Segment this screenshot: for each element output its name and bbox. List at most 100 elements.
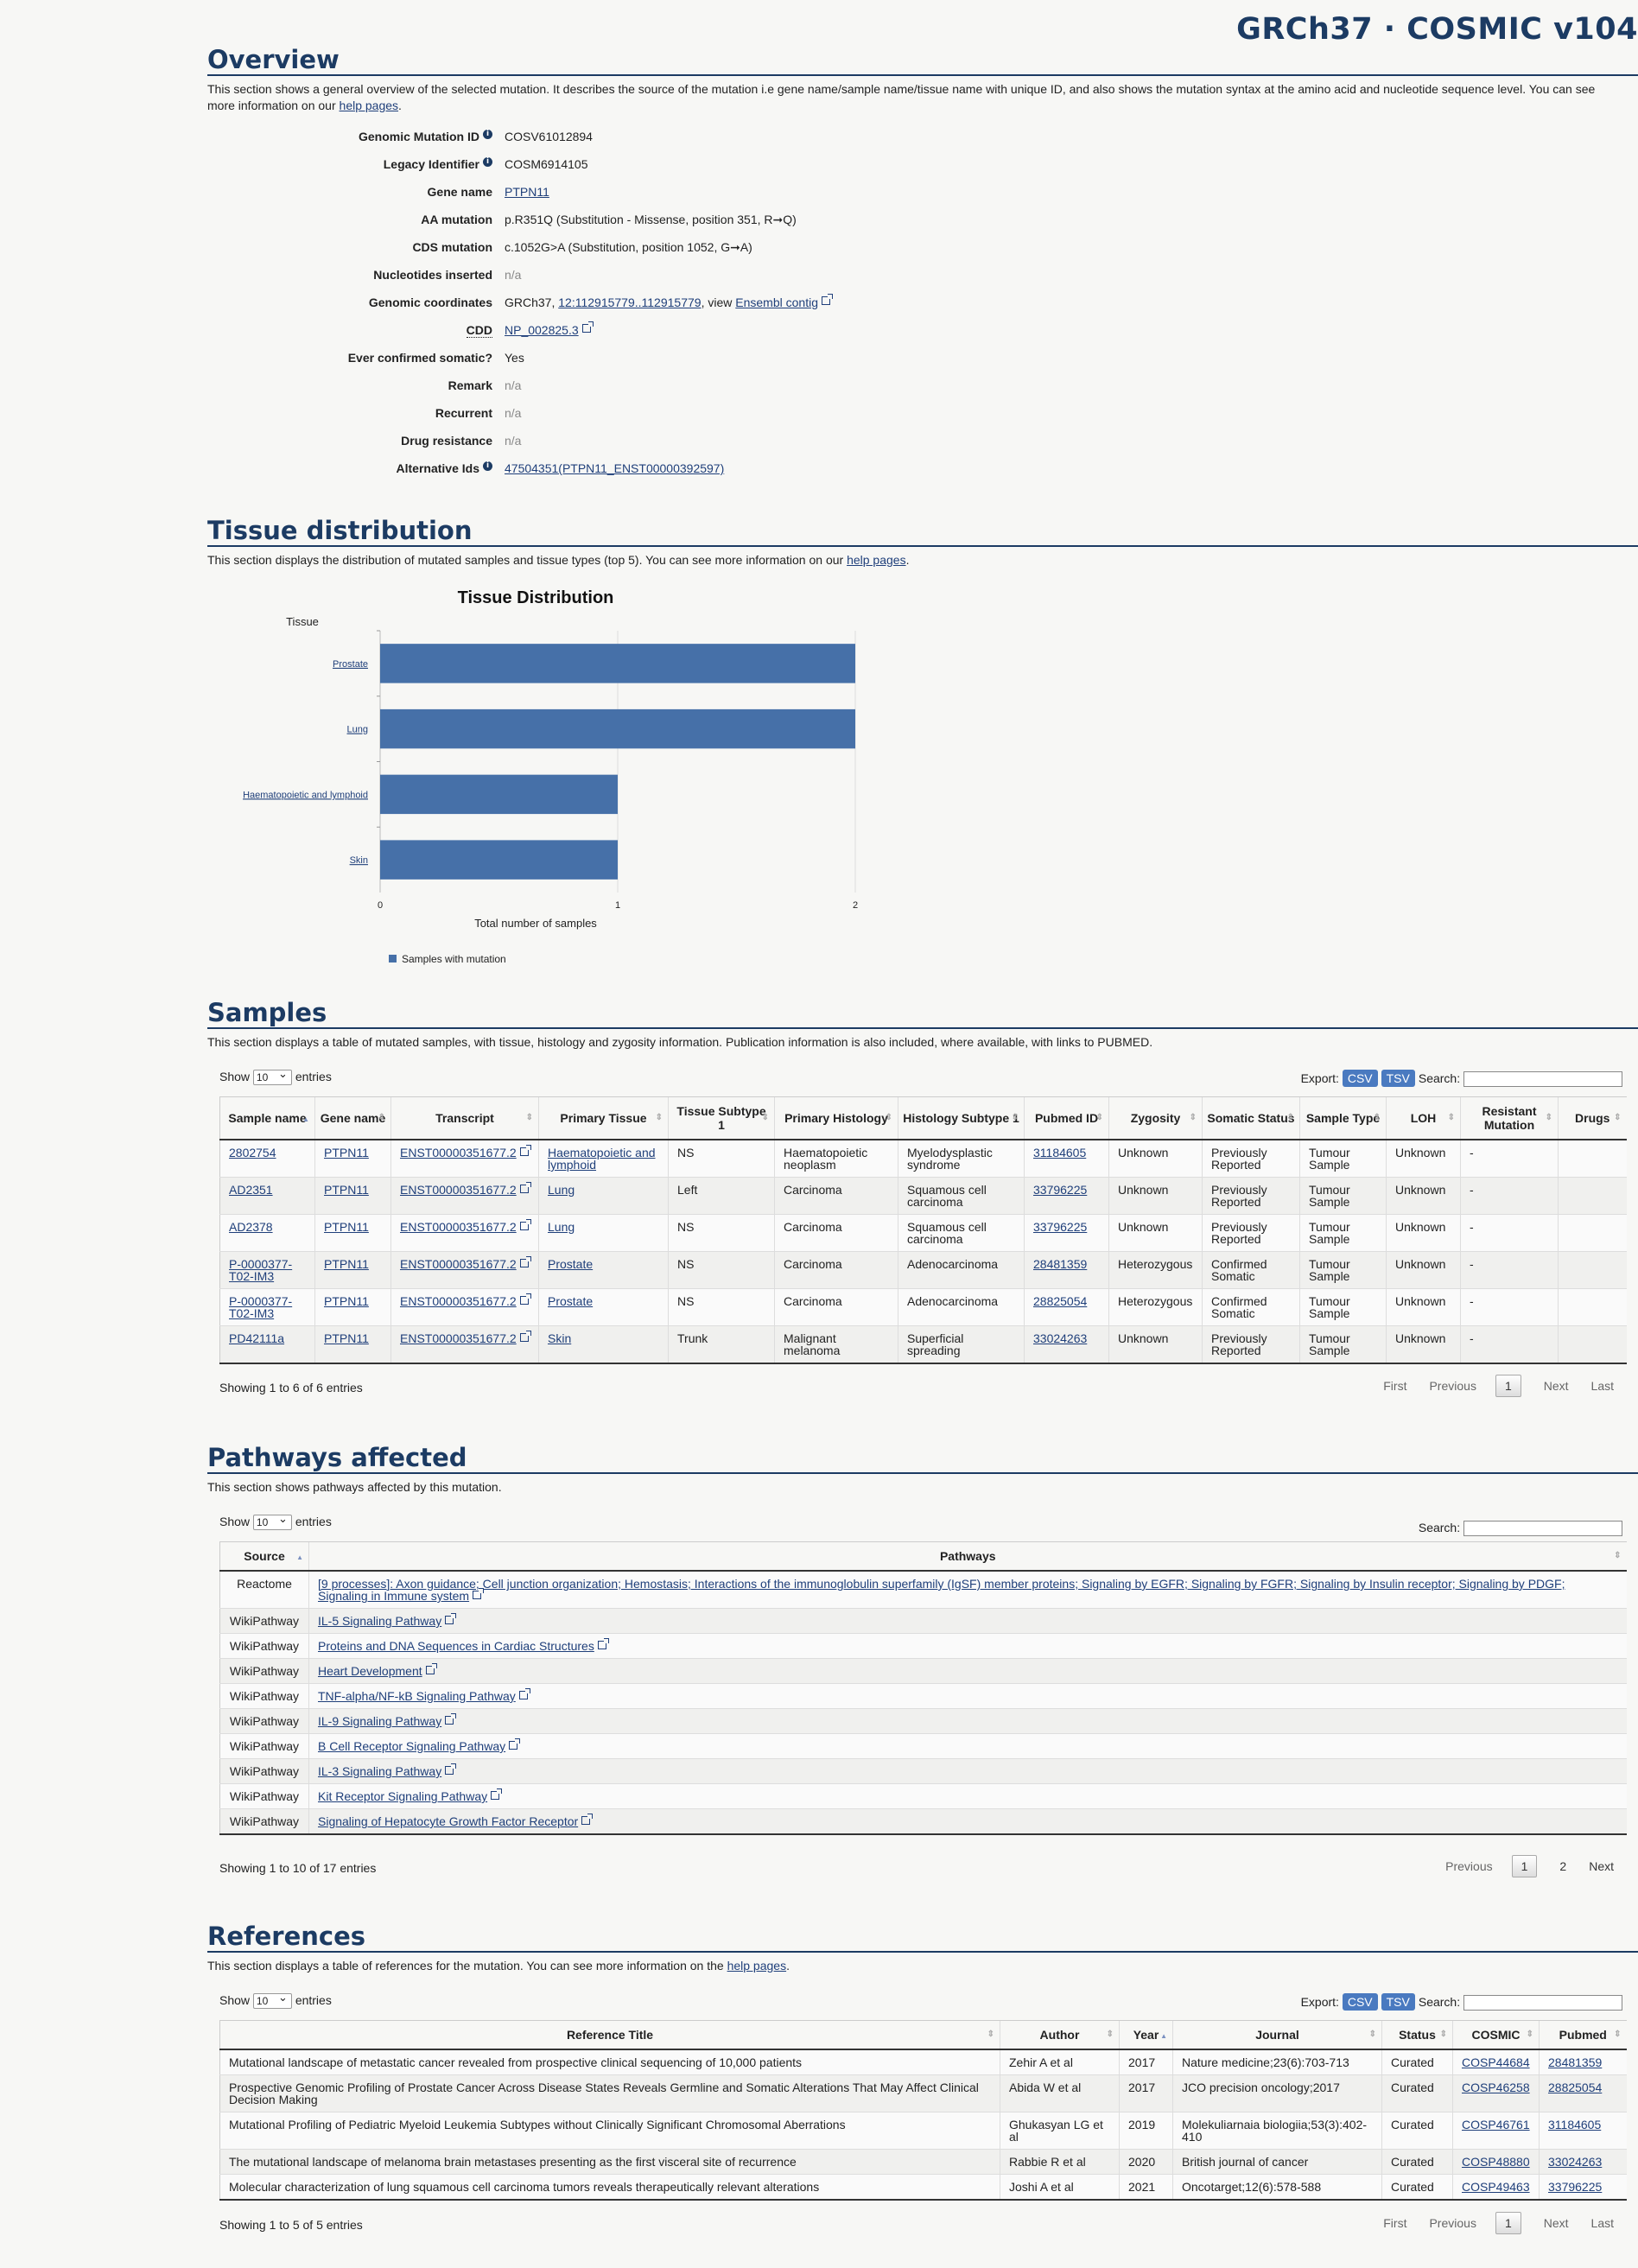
samples-col-header[interactable]: Gene name — [314, 1096, 391, 1140]
references-col-header[interactable]: Year — [1119, 2020, 1173, 2050]
pathway-link[interactable]: Proteins and DNA Sequences in Cardiac St… — [318, 1639, 594, 1653]
gene-link[interactable]: PTPN11 — [324, 1257, 369, 1271]
pubmed-link[interactable]: 33024263 — [1548, 2155, 1603, 2169]
gene-link[interactable]: PTPN11 — [324, 1294, 369, 1308]
transcript-link[interactable]: ENST00000351677.2 — [400, 1183, 517, 1197]
info-icon[interactable]: i — [483, 130, 492, 139]
samples-col-header[interactable]: Resistant Mutation — [1460, 1096, 1559, 1140]
gene-link[interactable]: PTPN11 — [324, 1331, 369, 1345]
samples-next-button[interactable]: Next — [1543, 1379, 1569, 1393]
sample-link[interactable]: P-0000377-T02-IM3 — [229, 1257, 293, 1283]
tissue-help-link[interactable]: help pages — [847, 553, 906, 567]
info-icon[interactable]: i — [483, 461, 492, 471]
samples-col-header[interactable]: Primary Tissue — [538, 1096, 669, 1140]
cosmic-link[interactable]: COSP49463 — [1462, 2180, 1530, 2194]
pubmed-link[interactable]: 33796225 — [1548, 2180, 1603, 2194]
ensembl-contig-link[interactable]: Ensembl contig — [735, 295, 818, 309]
references-first-button[interactable]: First — [1383, 2216, 1407, 2230]
pubmed-link[interactable]: 31184605 — [1548, 2118, 1602, 2131]
chart-bar[interactable] — [380, 708, 855, 749]
gene-name-link[interactable]: PTPN11 — [505, 185, 549, 199]
alternative-ids-link[interactable]: 47504351(PTPN11_ENST00000392597) — [505, 461, 725, 475]
samples-col-header[interactable]: Somatic Status — [1202, 1096, 1300, 1140]
tissue-link[interactable]: Haematopoietic and lymphoid — [548, 1146, 656, 1172]
chart-category-label[interactable]: Haematopoietic and lymphoid — [243, 790, 368, 800]
pubmed-link[interactable]: 28825054 — [1548, 2081, 1603, 2094]
pubmed-link[interactable]: 28481359 — [1548, 2055, 1603, 2069]
pubmed-link[interactable]: 33796225 — [1033, 1183, 1088, 1197]
pathway-link[interactable]: IL-5 Signaling Pathway — [318, 1614, 442, 1628]
references-tsv-button[interactable]: TSV — [1381, 1993, 1415, 2011]
pathway-link[interactable]: B Cell Receptor Signaling Pathway — [318, 1739, 506, 1753]
samples-col-header[interactable]: Transcript — [390, 1096, 539, 1140]
references-last-button[interactable]: Last — [1590, 2216, 1614, 2230]
samples-col-header[interactable]: Sample Type — [1299, 1096, 1387, 1140]
references-col-header[interactable]: COSMIC — [1452, 2020, 1540, 2050]
pathway-link[interactable]: Kit Receptor Signaling Pathway — [318, 1789, 488, 1803]
pathway-link[interactable]: [9 processes]: Axon guidance; Cell junct… — [318, 1577, 1565, 1603]
samples-col-header[interactable]: Histology Subtype 1 — [898, 1096, 1025, 1140]
samples-col-header[interactable]: Pubmed ID — [1024, 1096, 1109, 1140]
tissue-link[interactable]: Lung — [548, 1183, 575, 1197]
pathway-link[interactable]: Heart Development — [318, 1664, 422, 1678]
samples-first-button[interactable]: First — [1383, 1379, 1407, 1393]
samples-entries-select[interactable]: 10 — [252, 1067, 292, 1086]
references-previous-button[interactable]: Previous — [1429, 2216, 1476, 2230]
pathways-search-input[interactable] — [1463, 1521, 1622, 1537]
samples-col-header[interactable]: Tissue Subtype 1 — [668, 1096, 775, 1140]
transcript-link[interactable]: ENST00000351677.2 — [400, 1331, 517, 1345]
samples-search-input[interactable] — [1463, 1071, 1622, 1088]
pubmed-link[interactable]: 28481359 — [1033, 1257, 1088, 1271]
tissue-link[interactable]: Skin — [548, 1331, 572, 1345]
pathways-col-header[interactable]: Pathways — [308, 1541, 1627, 1572]
pathways-entries-select[interactable]: 10 — [252, 1512, 292, 1531]
pathway-link[interactable]: IL-9 Signaling Pathway — [318, 1714, 442, 1728]
cosmic-link[interactable]: COSP46761 — [1462, 2118, 1530, 2131]
chart-category-label[interactable]: Prostate — [333, 659, 368, 670]
references-col-header[interactable]: Author — [1000, 2020, 1120, 2050]
transcript-link[interactable]: ENST00000351677.2 — [400, 1294, 517, 1308]
gene-link[interactable]: PTPN11 — [324, 1183, 369, 1197]
references-csv-button[interactable]: CSV — [1342, 1993, 1378, 2011]
pathways-page-1[interactable]: 1 — [1511, 1855, 1538, 1877]
sample-link[interactable]: P-0000377-T02-IM3 — [229, 1294, 293, 1320]
sample-link[interactable]: AD2351 — [229, 1183, 273, 1197]
gene-link[interactable]: PTPN11 — [324, 1146, 369, 1159]
samples-col-header[interactable]: Drugs — [1558, 1096, 1627, 1140]
samples-tsv-button[interactable]: TSV — [1381, 1070, 1415, 1087]
cosmic-link[interactable]: COSP44684 — [1462, 2055, 1530, 2069]
tissue-link[interactable]: Lung — [548, 1220, 575, 1234]
chart-category-label[interactable]: Skin — [350, 855, 368, 866]
chart-category-label[interactable]: Lung — [347, 725, 368, 735]
samples-col-header[interactable]: Zygosity — [1108, 1096, 1203, 1140]
references-help-link[interactable]: help pages — [727, 1959, 787, 1973]
pathway-link[interactable]: IL-3 Signaling Pathway — [318, 1764, 442, 1778]
pathways-previous-button[interactable]: Previous — [1445, 1859, 1493, 1873]
samples-last-button[interactable]: Last — [1590, 1379, 1614, 1393]
pubmed-link[interactable]: 28825054 — [1033, 1294, 1088, 1308]
cdd-link[interactable]: NP_002825.3 — [505, 323, 579, 337]
chart-bar[interactable] — [380, 840, 618, 880]
pubmed-link[interactable]: 33796225 — [1033, 1220, 1088, 1234]
samples-previous-button[interactable]: Previous — [1429, 1379, 1476, 1393]
references-page-1[interactable]: 1 — [1495, 2212, 1521, 2234]
samples-col-header[interactable]: Sample name — [219, 1096, 315, 1140]
pubmed-link[interactable]: 33024263 — [1033, 1331, 1088, 1345]
overview-help-link[interactable]: help pages — [339, 98, 399, 112]
references-col-header[interactable]: Pubmed — [1539, 2020, 1627, 2050]
transcript-link[interactable]: ENST00000351677.2 — [400, 1220, 517, 1234]
pathways-next-button[interactable]: Next — [1589, 1859, 1614, 1873]
transcript-link[interactable]: ENST00000351677.2 — [400, 1257, 517, 1271]
tissue-link[interactable]: Prostate — [548, 1257, 594, 1271]
cosmic-link[interactable]: COSP48880 — [1462, 2155, 1530, 2169]
references-col-header[interactable]: Status — [1381, 2020, 1453, 2050]
chart-bar[interactable] — [380, 644, 855, 683]
genomic-coordinates-link[interactable]: 12:112915779..112915779 — [558, 295, 702, 309]
pathways-col-header[interactable]: Source — [219, 1541, 309, 1572]
pubmed-link[interactable]: 31184605 — [1033, 1146, 1087, 1159]
references-next-button[interactable]: Next — [1543, 2216, 1569, 2230]
pathway-link[interactable]: TNF-alpha/NF-kB Signaling Pathway — [318, 1689, 516, 1703]
pathways-page-2[interactable]: 2 — [1559, 1859, 1567, 1873]
info-icon[interactable]: i — [483, 157, 492, 167]
samples-page-1[interactable]: 1 — [1495, 1375, 1521, 1397]
